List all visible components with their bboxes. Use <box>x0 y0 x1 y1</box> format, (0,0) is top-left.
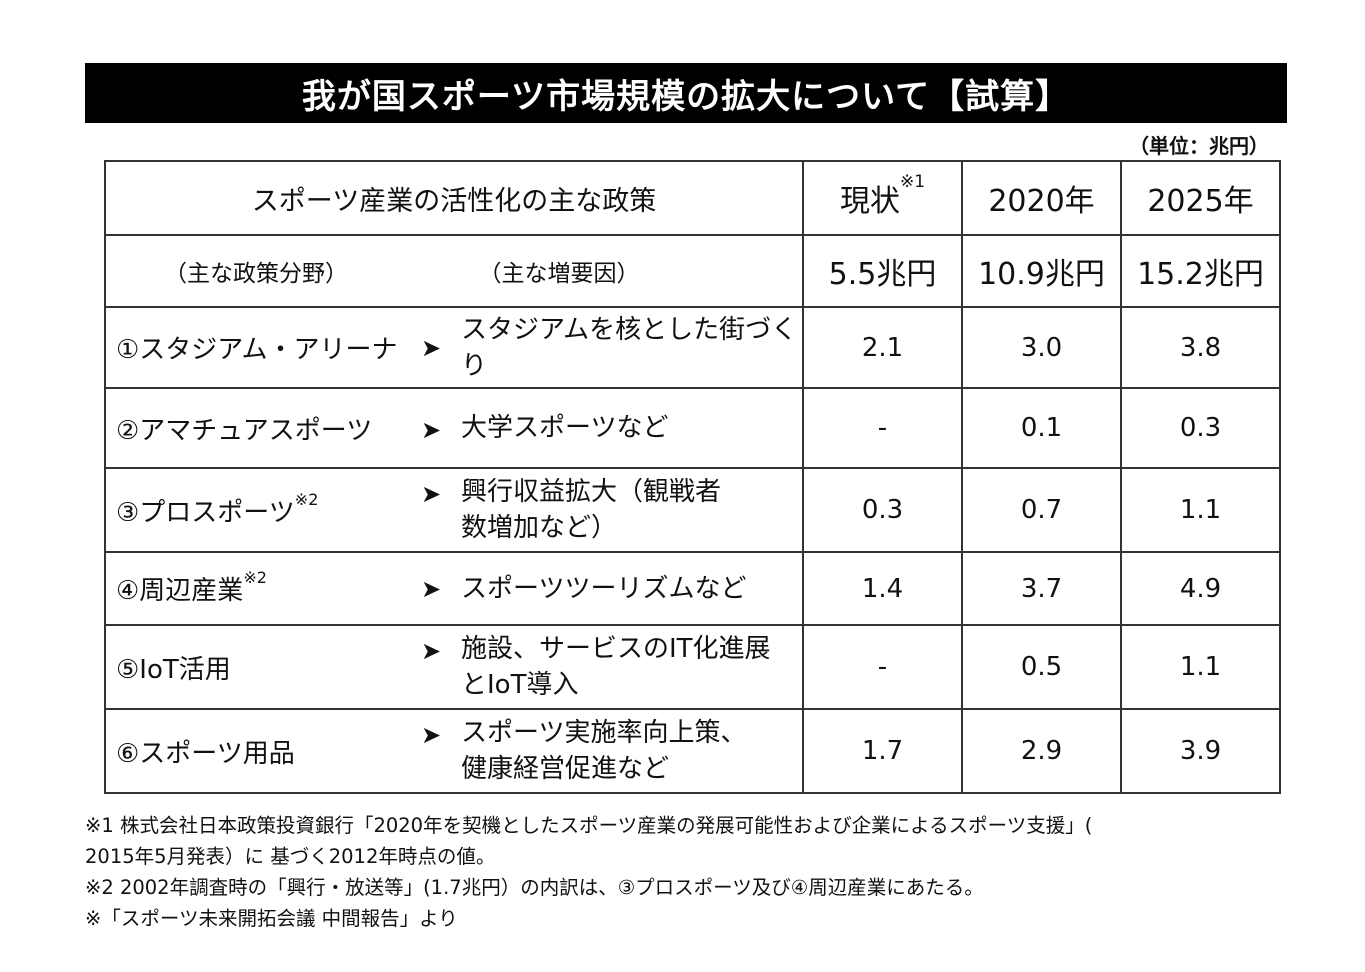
value-2020: 0.1 <box>961 387 1122 469</box>
growth-factor-line: 数増加など） <box>461 513 618 543</box>
policy-area-note: ※2 <box>243 568 267 587</box>
value-current: 2.1 <box>802 306 963 389</box>
current-header: 現状※1 <box>802 160 963 236</box>
value-2020: 2.9 <box>961 708 1122 794</box>
growth-factor-line: スタジアムを核とした街づくり <box>461 314 798 381</box>
arrow-icon: ➤ <box>420 637 442 665</box>
policy-header: スポーツ産業の活性化の主な政策 <box>104 160 804 236</box>
value-2025: 3.8 <box>1120 306 1281 389</box>
footnotes: ※1 株式会社日本政策投資銀行「2020年を契機としたスポーツ産業の発展可能性お… <box>85 810 1092 934</box>
growth-factor-line: 施設、サービスのIT化進展 <box>461 634 771 664</box>
arrow-icon: ➤ <box>420 574 442 603</box>
policy-area-label: ⑥スポーツ用品 <box>116 738 295 769</box>
footnote-line: 2015年5月発表）に 基づく2012年時点の値。 <box>85 845 496 868</box>
table-row: ①スタジアム・アリーナ ➤ スタジアムを核とした街づくり 2.1 3.0 3.8 <box>104 306 1281 389</box>
value-2020: 0.5 <box>961 624 1122 710</box>
value-current: - <box>802 387 963 469</box>
arrow-icon: ➤ <box>420 721 442 749</box>
table-row: ⑥スポーツ用品 ➤ スポーツ実施率向上策、 健康経営促進など 1.7 2.9 3.… <box>104 708 1281 794</box>
growth-factor-line: とIoT導入 <box>461 670 579 700</box>
arrow-icon: ➤ <box>420 480 442 508</box>
value-2025: 1.1 <box>1120 467 1281 553</box>
arrow-icon: ➤ <box>420 415 442 444</box>
value-2025: 3.9 <box>1120 708 1281 794</box>
value-2020: 3.0 <box>961 306 1122 389</box>
table-row: ⑤IoT活用 ➤ 施設、サービスのIT化進展 とIoT導入 - 0.5 1.1 <box>104 624 1281 710</box>
policy-cell: ⑤IoT活用 ➤ 施設、サービスのIT化進展 とIoT導入 <box>104 624 804 710</box>
policy-area: ④周辺産業※2 <box>106 568 401 607</box>
policy-area-label: ①スタジアム・アリーナ <box>116 335 398 365</box>
subheader-policy: （主な政策分野） （主な増要因） <box>104 234 804 308</box>
total-2025: 15.2兆円 <box>1120 234 1281 308</box>
growth-factor-line: スポーツツーリズムなど <box>461 573 747 604</box>
policy-area: ②アマチュアスポーツ <box>106 410 401 447</box>
policy-cell: ①スタジアム・アリーナ ➤ スタジアムを核とした街づくり <box>104 306 804 389</box>
policy-cell: ②アマチュアスポーツ ➤ 大学スポーツなど <box>104 387 804 469</box>
growth-factor-line: 大学スポーツなど <box>461 413 669 443</box>
total-current: 5.5兆円 <box>802 234 963 308</box>
policy-area: ⑤IoT活用 <box>106 649 401 686</box>
policy-area: ⑥スポーツ用品 <box>106 733 401 770</box>
value-2020: 0.7 <box>961 467 1122 553</box>
policy-area-label: ③プロスポーツ <box>116 497 295 528</box>
value-current: - <box>802 624 963 710</box>
value-2025: 1.1 <box>1120 624 1281 710</box>
arrow-icon: ➤ <box>420 333 442 362</box>
value-current: 1.4 <box>802 551 963 626</box>
year-2025-header: 2025年 <box>1120 160 1281 236</box>
growth-factor-line: 健康経営促進など <box>461 754 670 784</box>
total-2020: 10.9兆円 <box>961 234 1122 308</box>
growth-factor-line: 興行収益拡大（観戦者 <box>461 477 722 507</box>
value-current: 0.3 <box>802 467 963 553</box>
growth-factor: スポーツ実施率向上策、 健康経営促進など <box>461 715 802 787</box>
policy-cell: ⑥スポーツ用品 ➤ スポーツ実施率向上策、 健康経営促進など <box>104 708 804 794</box>
policy-area-subheader: （主な政策分野） <box>164 261 348 287</box>
value-2020: 3.7 <box>961 551 1122 626</box>
footnote-line: ※2 2002年調査時の「興行・放送等」(1.7兆円）の内訳は、③プロスポーツ及… <box>85 876 984 899</box>
growth-factor: 大学スポーツなど <box>461 410 802 446</box>
value-2025: 0.3 <box>1120 387 1281 469</box>
year-2020-header: 2020年 <box>961 160 1122 236</box>
policy-area-label: ④周辺産業 <box>116 576 244 606</box>
growth-factor: スタジアムを核とした街づくり <box>461 312 802 384</box>
policy-cell: ③プロスポーツ※2 ➤ 興行収益拡大（観戦者 数増加など） <box>104 467 804 553</box>
policy-area: ③プロスポーツ※2 <box>106 489 401 529</box>
policy-cell: ④周辺産業※2 ➤ スポーツツーリズムなど <box>104 551 804 626</box>
footnote-line: ※1 株式会社日本政策投資銀行「2020年を契機としたスポーツ産業の発展可能性お… <box>85 814 1093 837</box>
market-size-table: スポーツ産業の活性化の主な政策 現状※1 2020年 2025年 （主な政策分野… <box>104 160 1281 794</box>
growth-factor-line: スポーツ実施率向上策、 <box>461 718 747 748</box>
subheader-row: （主な政策分野） （主な増要因） 5.5兆円 10.9兆円 15.2兆円 <box>104 234 1281 308</box>
header-row: スポーツ産業の活性化の主な政策 現状※1 2020年 2025年 <box>104 160 1281 236</box>
growth-factor: 興行収益拡大（観戦者 数増加など） <box>461 474 802 546</box>
table-row: ④周辺産業※2 ➤ スポーツツーリズムなど 1.4 3.7 4.9 <box>104 551 1281 626</box>
page-title: 我が国スポーツ市場規模の拡大について【試算】 <box>85 63 1287 123</box>
factor-subheader: （主な増要因） <box>478 261 640 287</box>
table-row: ②アマチュアスポーツ ➤ 大学スポーツなど - 0.1 0.3 <box>104 387 1281 469</box>
growth-factor: スポーツツーリズムなど <box>461 571 802 607</box>
policy-area: ①スタジアム・アリーナ <box>106 329 401 366</box>
policy-area-note: ※2 <box>294 489 319 509</box>
unit-label: （単位：兆円） <box>1129 134 1269 158</box>
current-header-label: 現状 <box>839 184 900 219</box>
value-2025: 4.9 <box>1120 551 1281 626</box>
policy-area-label: ⑤IoT活用 <box>116 654 231 685</box>
current-header-note: ※1 <box>899 172 926 192</box>
footnote-line: ※「スポーツ未来開拓会議 中間報告」より <box>85 907 458 930</box>
policy-area-label: ②アマチュアスポーツ <box>116 415 373 446</box>
growth-factor: 施設、サービスのIT化進展 とIoT導入 <box>461 631 802 703</box>
value-current: 1.7 <box>802 708 963 794</box>
table-row: ③プロスポーツ※2 ➤ 興行収益拡大（観戦者 数増加など） 0.3 0.7 1.1 <box>104 467 1281 553</box>
